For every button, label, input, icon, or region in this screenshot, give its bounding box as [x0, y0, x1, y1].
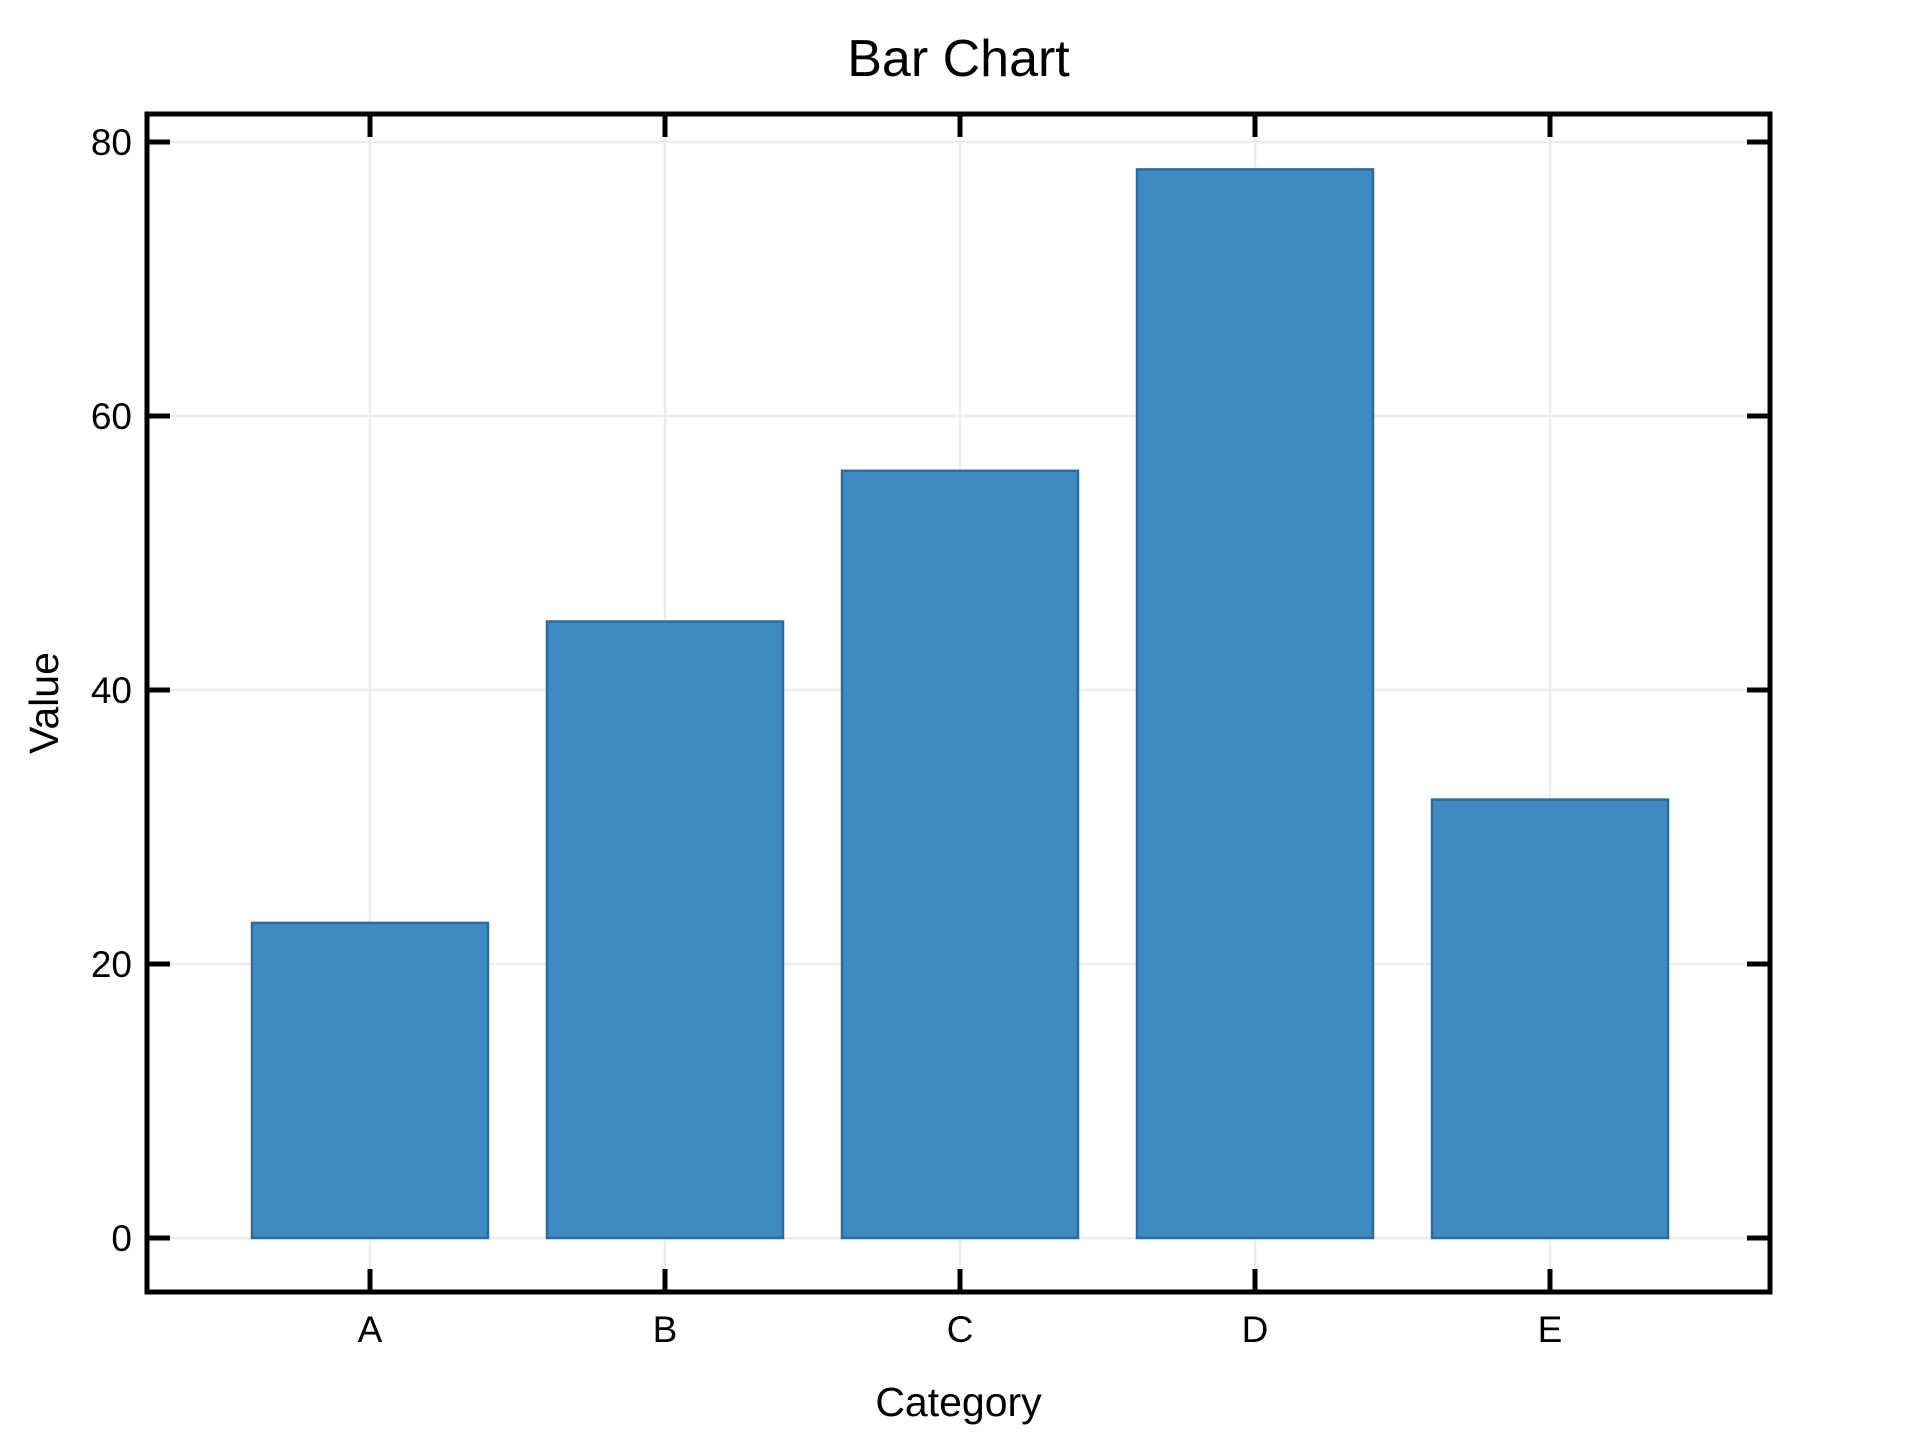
- x-tick-label: A: [358, 1309, 383, 1350]
- y-axis-label: Value: [21, 652, 67, 754]
- x-tick-label: B: [653, 1309, 678, 1350]
- chart-title: Bar Chart: [847, 30, 1070, 88]
- x-tick-label: C: [947, 1309, 974, 1350]
- bar-C: [840, 469, 1080, 1240]
- bar-A: [250, 921, 490, 1240]
- y-tick-label: 0: [111, 1218, 132, 1259]
- bar-D: [1135, 168, 1375, 1240]
- x-tick-label: D: [1242, 1309, 1269, 1350]
- bar-E: [1430, 798, 1670, 1240]
- y-tick-label: 20: [91, 944, 132, 985]
- bar-B: [545, 620, 785, 1240]
- x-tick-label: E: [1538, 1309, 1563, 1350]
- y-tick-label: 60: [91, 396, 132, 437]
- y-tick-label: 40: [91, 670, 132, 711]
- y-tick-label: 80: [91, 122, 132, 163]
- x-axis-label: Category: [875, 1379, 1042, 1425]
